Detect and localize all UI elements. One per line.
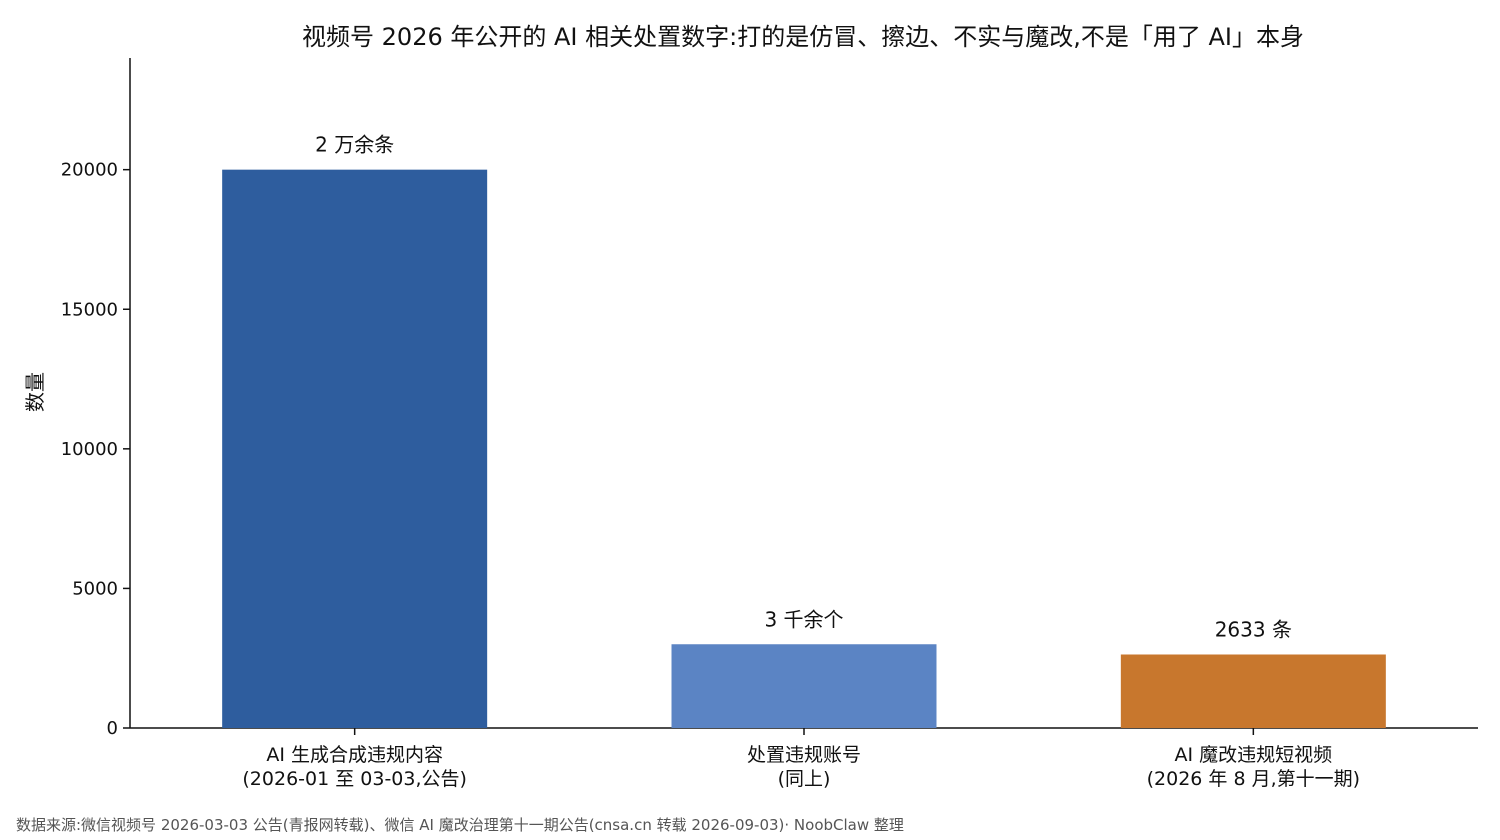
y-ticks: 0 5000 10000 15000 20000 bbox=[61, 160, 130, 739]
y-tick-label: 20000 bbox=[61, 160, 118, 181]
data-labels: 2 万余条 3 千余个 2633 条 bbox=[315, 133, 1292, 642]
y-axis-label: 数量 bbox=[23, 372, 47, 412]
bar bbox=[1120, 654, 1386, 728]
x-tick-label: (2026-01 至 03-03,公告) bbox=[242, 768, 467, 790]
y-tick-label: 5000 bbox=[72, 578, 118, 599]
bars bbox=[222, 169, 1386, 728]
y-tick-label: 0 bbox=[107, 718, 118, 739]
x-tick-label: AI 生成合成违规内容 bbox=[266, 744, 443, 766]
bar-data-label: 2 万余条 bbox=[315, 133, 394, 157]
bar bbox=[222, 169, 488, 728]
y-tick-label: 10000 bbox=[61, 439, 118, 460]
bar bbox=[671, 644, 937, 728]
x-tick-label: (2026 年 8 月,第十一期) bbox=[1147, 768, 1360, 790]
y-tick-label: 15000 bbox=[61, 299, 118, 320]
x-tick-label: 处置违规账号 bbox=[747, 744, 861, 766]
bar-data-label: 2633 条 bbox=[1215, 617, 1292, 641]
x-ticks: AI 生成合成违规内容(2026-01 至 03-03,公告) 处置违规账号(同上… bbox=[242, 728, 1360, 790]
bar-data-label: 3 千余个 bbox=[764, 607, 843, 631]
x-tick-label: (同上) bbox=[778, 768, 831, 790]
source-note: 数据来源:微信视频号 2026-03-03 公告(青报网转载)、微信 AI 魔改… bbox=[16, 816, 904, 834]
x-tick-label: AI 魔改违规短视频 bbox=[1175, 744, 1333, 766]
chart-title: 视频号 2026 年公开的 AI 相关处置数字:打的是仿冒、擦边、不实与魔改,不… bbox=[302, 23, 1304, 51]
